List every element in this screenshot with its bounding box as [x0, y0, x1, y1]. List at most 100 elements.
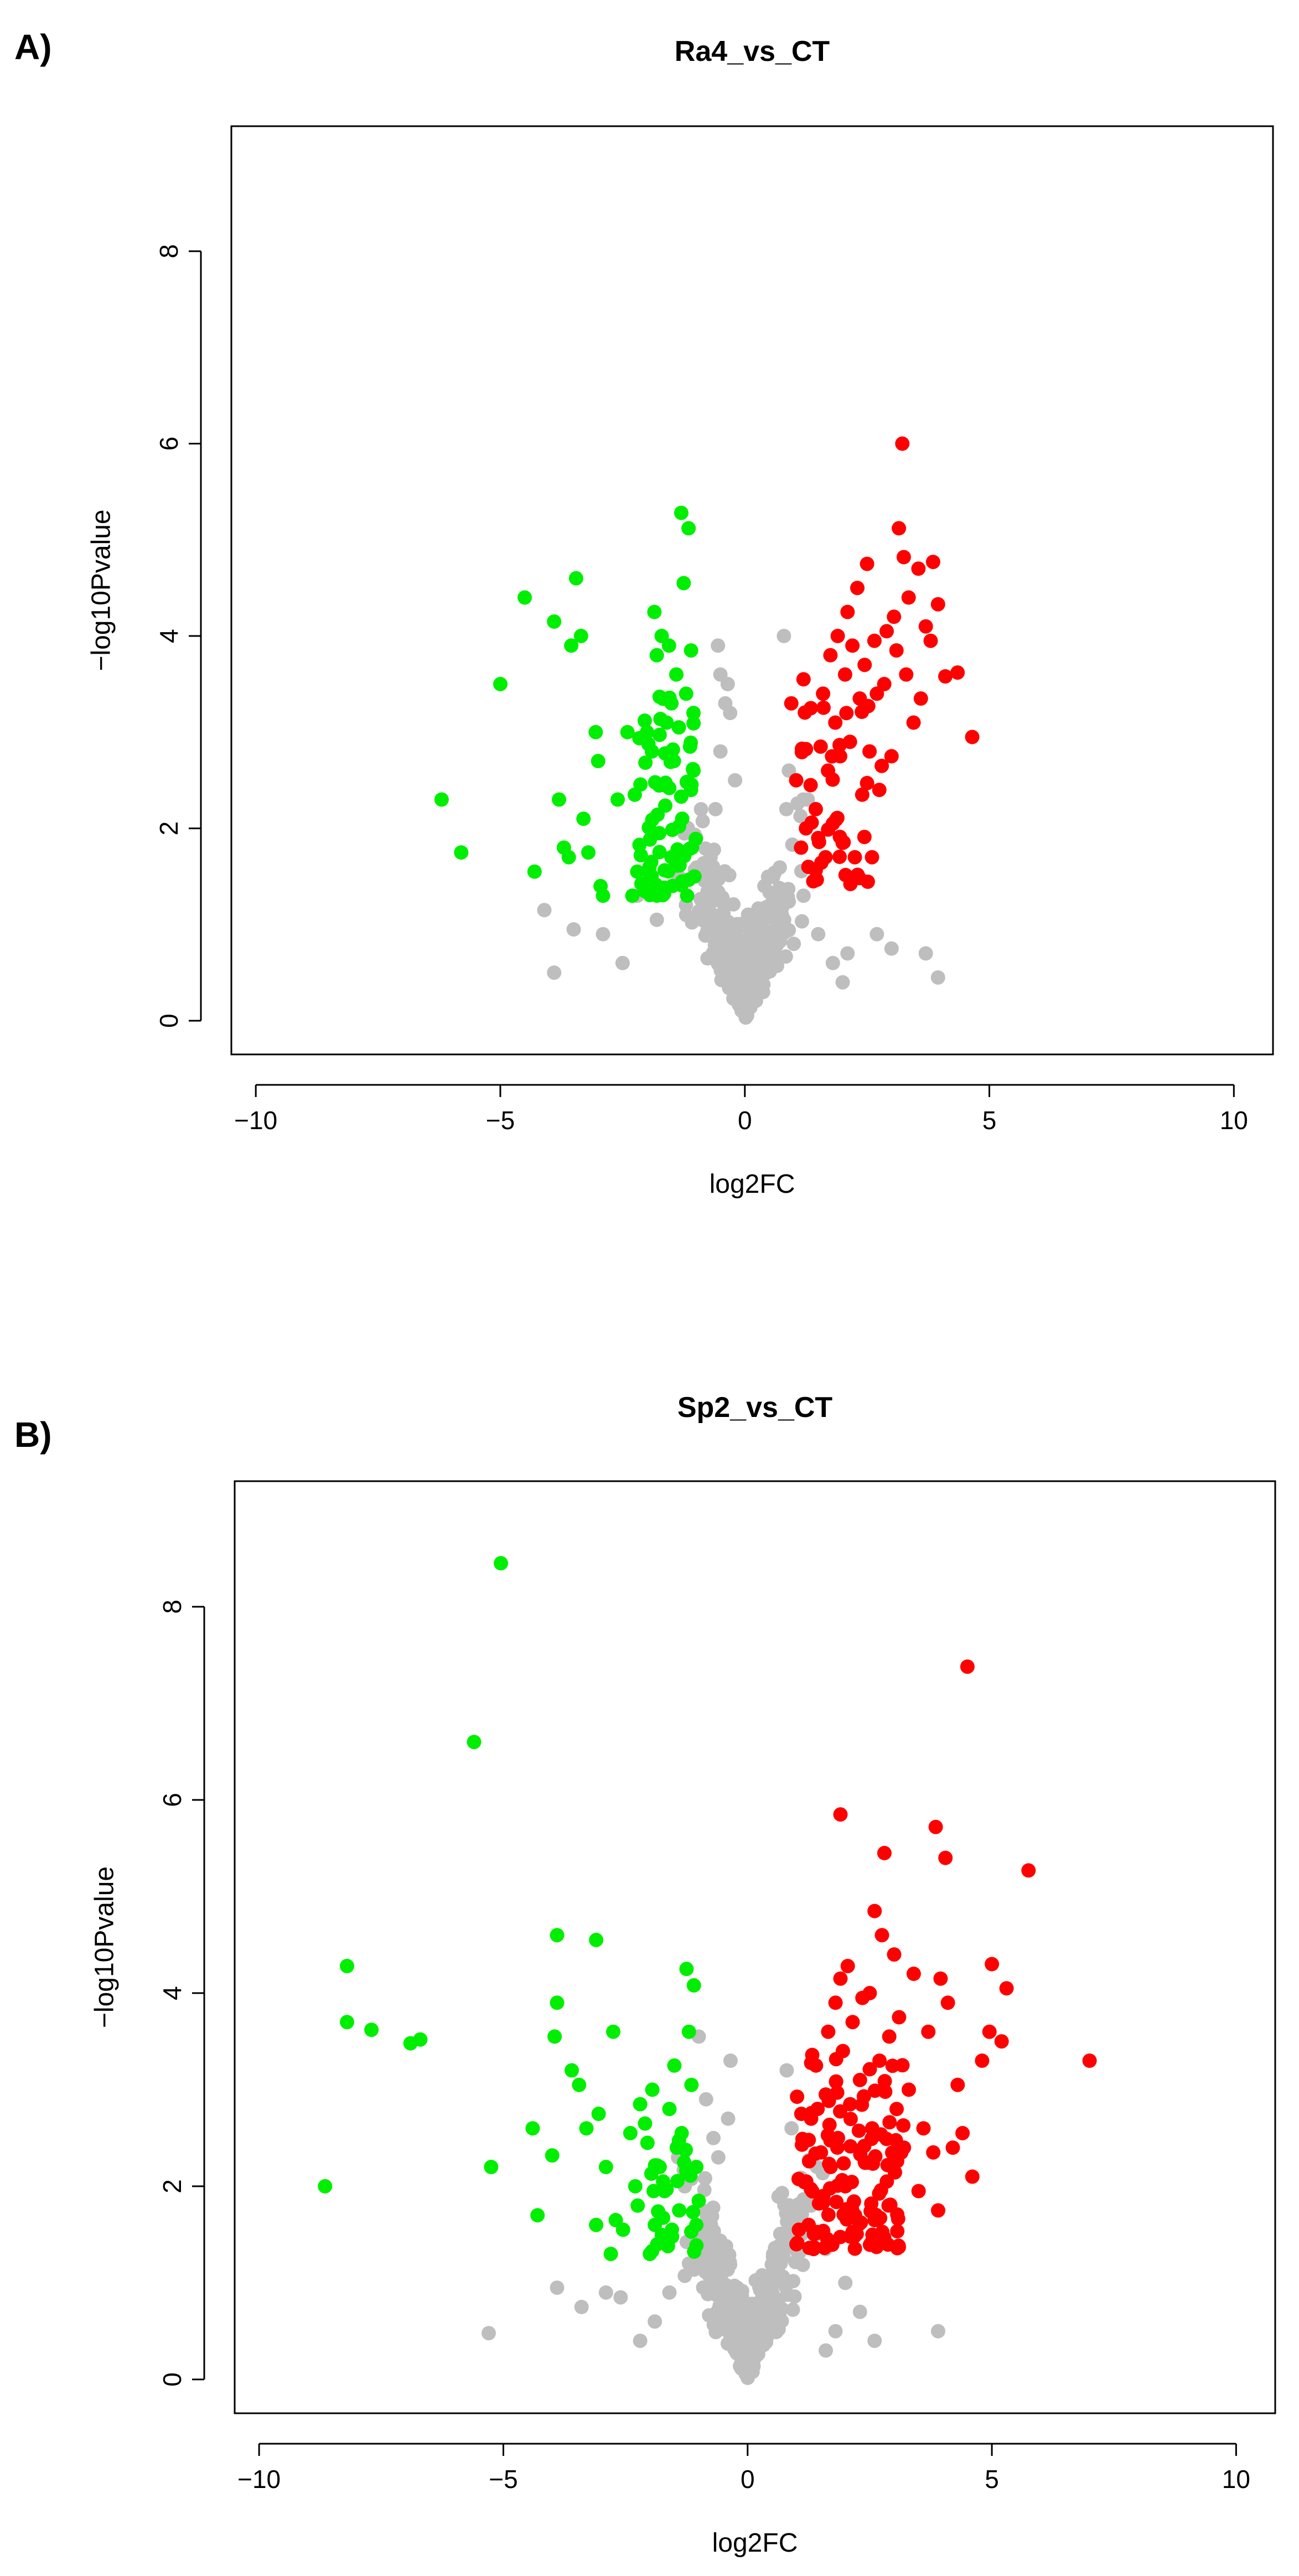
data-point-up [918, 619, 933, 634]
data-point-ns [718, 2253, 733, 2268]
data-point-down [615, 2222, 630, 2237]
data-point-down [652, 845, 667, 860]
data-point-down [684, 2224, 698, 2239]
data-point-down [689, 831, 703, 846]
data-point-up [821, 822, 836, 837]
data-point-down [662, 2102, 677, 2117]
data-point-down [679, 686, 694, 701]
data-point-down [589, 1932, 604, 1947]
data-point-up [832, 850, 847, 864]
plot-frame [230, 125, 1274, 1056]
y-tick-label: 8 [158, 1600, 187, 1614]
data-point-ns [723, 2053, 738, 2068]
data-point-up [843, 2112, 858, 2127]
data-point-up [873, 2127, 888, 2142]
data-point-up [864, 2196, 879, 2211]
data-point-down [318, 2179, 333, 2194]
data-point-up [794, 840, 809, 855]
data-point-up [975, 2053, 990, 2068]
series-ns [537, 629, 945, 1025]
data-point-up [849, 2227, 864, 2242]
data-point-up [833, 1971, 848, 1986]
volcano-plot-b: Sp2_vs_CT −10 −5 0 5 10 log2FC 0 2 4 6 8 −log10Pvalu… [90, 1392, 1276, 2558]
data-point-up [940, 1995, 955, 2010]
data-point-down [525, 2121, 540, 2136]
data-point-ns [721, 2111, 736, 2126]
data-point-up [829, 2075, 843, 2089]
data-point-down [679, 774, 694, 789]
data-point-ns [778, 2241, 793, 2256]
data-point-down [589, 2217, 604, 2232]
data-point-up [860, 775, 874, 790]
data-point-ns [708, 2232, 723, 2247]
data-point-down [686, 716, 701, 731]
data-point-up [930, 597, 945, 612]
data-point-down [671, 720, 686, 735]
data-point-up [999, 1981, 1014, 1996]
data-point-up [825, 2237, 840, 2252]
data-point-ns [698, 2092, 713, 2107]
chart-title: Ra4_vs_CT [675, 35, 830, 68]
data-point-up [790, 2236, 805, 2251]
data-point-ns [757, 878, 772, 893]
data-point-ns [730, 2280, 745, 2295]
data-point-down [686, 2205, 701, 2220]
data-point-down [638, 2116, 653, 2131]
data-point-ns [598, 2285, 613, 2300]
data-point-up [921, 2024, 936, 2039]
data-point-down [632, 731, 647, 746]
data-point-down [633, 848, 648, 863]
series-up [784, 436, 980, 892]
data-point-ns [649, 912, 664, 927]
data-point-down [644, 855, 659, 870]
data-point-up [896, 550, 911, 565]
data-point-up [795, 2137, 809, 2152]
data-point-ns [697, 2182, 712, 2197]
data-point-up [830, 629, 845, 643]
y-tick-label: 4 [154, 629, 183, 643]
data-point-up [890, 2224, 905, 2239]
panel-label-b: B) [14, 1415, 52, 1455]
data-point-down [647, 604, 662, 619]
data-point-up [843, 2139, 858, 2154]
data-point-up [811, 2196, 826, 2211]
data-point-down [493, 676, 508, 691]
data-point-up [861, 699, 876, 713]
data-point-down [674, 505, 689, 520]
data-point-ns [779, 2206, 794, 2221]
data-point-up [938, 669, 953, 684]
data-point-up [857, 658, 872, 673]
data-point-up [813, 739, 828, 754]
data-point-ns [852, 2304, 867, 2319]
data-point-down [681, 2024, 696, 2039]
x-tick-label: 10 [1222, 2465, 1250, 2494]
data-point-up [877, 676, 892, 691]
data-point-up [874, 1928, 889, 1943]
data-point-up [950, 2077, 965, 2092]
data-point-up [931, 2203, 945, 2218]
data-point-down [591, 2107, 606, 2121]
data-point-down [628, 2179, 643, 2194]
data-point-up [884, 749, 899, 764]
x-tick-label: 10 [1220, 1106, 1248, 1135]
data-point-down [630, 2198, 645, 2213]
data-point-ns [767, 908, 782, 922]
data-point-ns [742, 2357, 757, 2372]
data-point-ns [729, 2306, 744, 2321]
data-point-ns [662, 2285, 677, 2300]
data-point-down [623, 2125, 638, 2140]
data-point-up [928, 1819, 943, 1834]
data-point-down [527, 864, 542, 879]
data-point-ns [702, 913, 717, 928]
data-point-down [669, 667, 684, 682]
data-point-down [658, 775, 673, 790]
data-point-ns [743, 948, 758, 963]
data-point-ns [694, 802, 708, 817]
data-point-up [814, 855, 829, 870]
data-point-up [830, 2178, 845, 2193]
data-point-up [853, 2215, 868, 2230]
data-point-down [670, 2174, 685, 2189]
data-point-up [829, 2052, 843, 2067]
x-tick-label: −5 [486, 1106, 515, 1135]
data-point-up [1082, 2053, 1097, 2068]
